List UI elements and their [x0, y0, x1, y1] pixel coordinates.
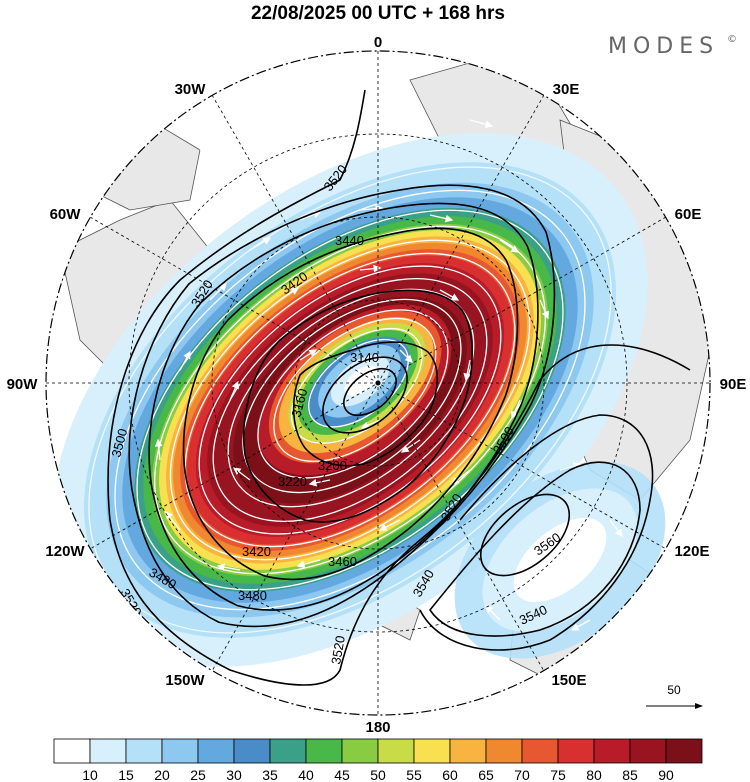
contour-3160 — [322, 356, 408, 434]
contour-label: 3460 — [328, 554, 357, 569]
contour-3480 — [148, 202, 539, 611]
lon-label-60w: 60W — [50, 206, 82, 223]
colorbar-swatch — [449, 738, 487, 764]
contour-label: 3520 — [328, 634, 348, 665]
contour-label: 3160 — [288, 387, 310, 419]
contour-3520-outer — [107, 89, 691, 686]
colorbar-tick-label: 65 — [478, 767, 494, 782]
colorbar-tick-label: 15 — [118, 767, 134, 782]
colorbar-tick-label: 30 — [226, 767, 242, 782]
colorbar-swatch — [557, 738, 595, 764]
colorbar-tick-label: 90 — [658, 767, 674, 782]
contour-label: 3420 — [242, 544, 271, 559]
colorbar-swatch — [89, 738, 127, 764]
longitude-labels: 0 30E 60E 90E 120E 150E 180 150W 120W 90… — [7, 34, 747, 736]
colorbar-swatch — [629, 738, 667, 764]
contour-3500 — [128, 184, 556, 628]
contour-label: 3140 — [350, 350, 379, 365]
reference-vector-label: 50 — [667, 683, 681, 697]
lon-label-30w: 30W — [175, 81, 207, 98]
contour-label: 3220 — [278, 474, 307, 489]
lon-label-0: 0 — [374, 34, 382, 51]
colorbar-tick-label: 45 — [334, 767, 350, 782]
contour-label: 3500 — [108, 427, 130, 459]
contour-label: 3200 — [318, 458, 347, 473]
brand-logo: MODES — [608, 34, 719, 59]
colorbar-tick-label: 75 — [550, 767, 566, 782]
map-boundary — [45, 50, 711, 716]
colorbar-tick-label: 60 — [442, 767, 458, 782]
colorbar-swatch — [593, 738, 631, 764]
lon-label-180: 180 — [365, 719, 390, 736]
colorbar-tick-label: 55 — [406, 767, 422, 782]
colorbar-swatch — [53, 738, 91, 764]
contour-3320 — [242, 289, 473, 523]
colorbar-swatch — [521, 738, 559, 764]
colorbar-tick-label: 25 — [190, 767, 206, 782]
colorbar: 10 15 20 25 30 35 40 45 50 55 60 65 70 75 80 85 90 — [53, 738, 703, 782]
lon-label-120e: 120E — [674, 543, 709, 560]
contour-3520-east — [419, 414, 654, 651]
lon-label-90w: 90W — [7, 376, 39, 393]
reference-vector: 50 — [646, 683, 703, 709]
colorbar-swatch — [377, 738, 415, 764]
streamline-arrows — [154, 119, 623, 631]
map-disc: 3520 3520 3520 3520 3500 3480 3480 3420 … — [46, 51, 710, 715]
contour-3540 — [429, 461, 641, 637]
colorbar-tick-label: 80 — [586, 767, 602, 782]
colorbar-tick-label: 40 — [298, 767, 314, 782]
height-contours — [107, 89, 691, 686]
colorbar-swatch — [233, 738, 271, 764]
colorbar-tick-label: 35 — [262, 767, 278, 782]
colorbar-swatch — [341, 738, 379, 764]
lon-label-120w: 120W — [45, 543, 85, 560]
colorbar-tick-label: 50 — [370, 767, 386, 782]
colorbar-swatch — [125, 738, 163, 764]
lon-label-90e: 90E — [720, 376, 747, 393]
colorbar-swatch — [197, 738, 235, 764]
lon-label-30e: 30E — [553, 81, 580, 98]
lon-label-60e: 60E — [675, 206, 702, 223]
lon-label-150e: 150E — [551, 672, 586, 689]
colorbar-swatch — [665, 738, 703, 764]
lon-label-150w: 150W — [165, 672, 205, 689]
figure-title: 22/08/2025 00 UTC + 168 hrs — [251, 3, 505, 24]
colorbar-tick-label: 70 — [514, 767, 530, 782]
colorbar-tick-label: 20 — [154, 767, 170, 782]
contour-label: 3480 — [238, 588, 267, 603]
colorbar-swatch — [305, 738, 343, 764]
colorbar-swatch — [485, 738, 523, 764]
colorbar-tick-label: 10 — [82, 767, 98, 782]
colorbar-swatch — [413, 738, 451, 764]
colorbar-swatch — [269, 738, 307, 764]
brand-copyright-mark: © — [727, 34, 737, 45]
contour-label: 3440 — [335, 233, 364, 248]
contour-3220 — [292, 341, 439, 467]
colorbar-tick-label: 85 — [622, 767, 638, 782]
pole-marker — [375, 380, 381, 386]
colorbar-swatch — [161, 738, 199, 764]
contour-3440 — [182, 227, 519, 581]
